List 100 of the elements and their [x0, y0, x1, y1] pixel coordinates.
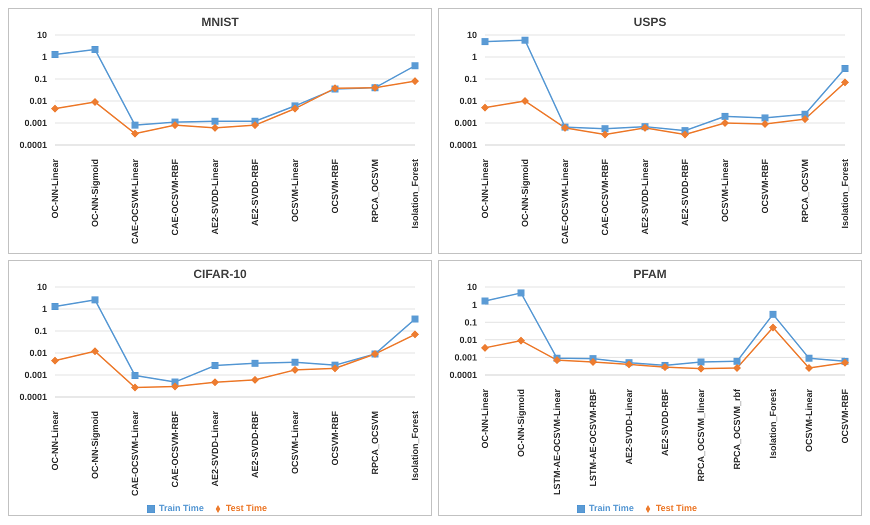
x-tick-label: CAE-OCSVM-RBF: [170, 158, 180, 236]
x-tick-label: LSTM-AE-OCSVM-RBF: [588, 388, 598, 486]
y-tick-label: 0.01: [29, 348, 47, 358]
chart-title: CIFAR-10: [192, 267, 248, 283]
x-tick-label: LSTM-AE-OCSVM-Linear: [552, 388, 562, 496]
point: [91, 347, 99, 356]
x-tick-label: CAE-OCSVM-Linear: [560, 158, 570, 244]
x-tick-label: Isolation_Forest: [768, 389, 778, 459]
point: [762, 114, 768, 122]
x-tick-label: OC-NN-Sigmoid: [516, 389, 526, 457]
point: [52, 302, 58, 310]
y-tick-label: 10: [36, 30, 47, 40]
y-tick-label: 1: [472, 300, 477, 310]
y-tick-label: 0.001: [454, 118, 477, 128]
x-tick-label: OCSVM-RBF: [760, 158, 770, 214]
x-tick-label: AE2-SVDD-RBF: [250, 158, 260, 226]
point: [601, 130, 609, 139]
x-tick-label: OC-NN-Sigmoid: [90, 411, 100, 479]
point: [411, 77, 419, 86]
legend-label: Test Time: [656, 503, 698, 513]
point: [251, 376, 259, 384]
point: [553, 356, 561, 364]
y-tick-label: 0.0001: [19, 140, 47, 150]
point: [589, 358, 597, 366]
point: [602, 125, 608, 132]
x-tick-label: AE2-SVDD-Linear: [640, 158, 650, 235]
point: [171, 382, 179, 391]
x-tick-label: OCSVM-RBF: [840, 388, 850, 444]
point: [291, 104, 299, 113]
x-tick-label: AE2-SVDD-Linear: [210, 158, 220, 235]
point: [211, 378, 219, 386]
point: [411, 330, 419, 338]
point: [171, 121, 179, 130]
x-tick-label: Isolation_Forest: [410, 159, 420, 229]
x-tick-label: OC-NN-Linear: [480, 158, 490, 219]
x-tick-label: CAE-OCSVM-RBF: [600, 158, 610, 236]
y-tick-label: 1: [472, 52, 477, 62]
x-tick-label: OCSVM-Linear: [290, 410, 300, 474]
y-tick-label: 1: [42, 304, 47, 314]
x-tick-label: OCSVM-Linear: [290, 158, 300, 222]
point: [841, 78, 849, 86]
point: [518, 289, 524, 296]
y-tick-label: 10: [466, 30, 477, 40]
point: [131, 130, 139, 138]
legend-label: Train Time: [588, 503, 634, 513]
y-tick-label: 0.001: [24, 118, 47, 128]
y-tick-label: 0.0001: [19, 392, 47, 402]
chart-title: MNIST: [200, 15, 240, 31]
x-tick-label: AE2-SVDD-RBF: [250, 410, 260, 478]
point: [769, 324, 777, 332]
x-tick-label: RPCA_OCSVM: [370, 411, 380, 475]
point: [733, 364, 741, 372]
x-tick-label: CAE-OCSVM-RBF: [170, 410, 180, 488]
legend-label: Train Time: [158, 503, 204, 513]
point: [517, 336, 525, 345]
point: [842, 65, 848, 72]
point: [252, 360, 258, 367]
x-tick-label: RPCA_OCSVM: [800, 159, 810, 223]
y-tick-label: 1: [42, 52, 47, 62]
point: [292, 358, 298, 366]
x-tick-label: AE2-SVDD-Linear: [210, 410, 220, 487]
point: [52, 50, 58, 58]
point: [661, 363, 669, 372]
y-tick-label: 0.1: [464, 74, 477, 84]
chart-title: PFAM: [632, 267, 668, 283]
point: [212, 362, 218, 370]
y-tick-label: 10: [466, 282, 477, 292]
point: [801, 115, 809, 124]
x-tick-label: OC-NN-Linear: [50, 158, 60, 219]
point: [482, 38, 488, 46]
point: [331, 364, 339, 372]
point: [412, 316, 418, 323]
point: [721, 119, 729, 127]
y-tick-label: 0.001: [24, 370, 47, 380]
point: [131, 384, 139, 392]
x-tick-label: RPCA_OCSVM: [370, 159, 380, 223]
y-tick-label: 0.01: [459, 96, 477, 106]
point: [211, 124, 219, 132]
point: [522, 36, 528, 44]
point: [212, 118, 218, 125]
point: [91, 98, 99, 106]
point: [761, 120, 769, 128]
x-tick-label: Isolation_Forest: [410, 411, 420, 481]
x-tick-label: OCSVM-RBF: [330, 158, 340, 214]
x-tick-label: OC-NN-Sigmoid: [520, 159, 530, 227]
x-tick-label: CAE-OCSVM-Linear: [130, 158, 140, 244]
point: [805, 364, 813, 372]
x-tick-label: CAE-OCSVM-Linear: [130, 410, 140, 496]
point: [92, 296, 98, 304]
point: [734, 358, 740, 365]
y-tick-label: 0.1: [464, 317, 477, 328]
y-tick-label: 0.1: [34, 74, 47, 84]
y-tick-label: 0.001: [454, 352, 477, 363]
point: [51, 104, 59, 113]
point: [291, 366, 299, 374]
point: [698, 358, 704, 366]
point: [132, 372, 138, 379]
point: [92, 46, 98, 53]
chart-title: USPS: [632, 15, 668, 31]
y-tick-label: 0.01: [29, 96, 47, 106]
